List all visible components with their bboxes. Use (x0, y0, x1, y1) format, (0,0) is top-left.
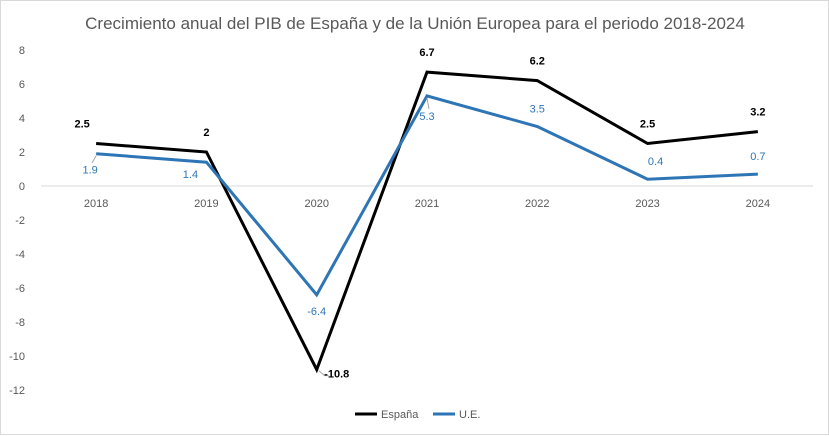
data-label-ue: 3.5 (530, 104, 545, 116)
y-tick-label: 0 (19, 181, 25, 193)
series-line-espana (96, 70, 759, 374)
leader-line (426, 97, 430, 109)
y-tick-label: -2 (15, 215, 25, 227)
y-tick-label: 2 (19, 147, 25, 159)
data-label-ue: 0.7 (750, 151, 765, 163)
x-tick-label: 2020 (304, 198, 328, 210)
data-label-espana: 3.2 (750, 107, 765, 119)
data-labels: 2.5 2 -10.8 6.7 6.2 2.5 3.2 1.9 1.4 -6.4 5.3 3.5 0.4… (74, 47, 765, 381)
data-label-ue: -6.4 (307, 306, 326, 318)
x-axis-ticks: 2018 2019 2020 2021 2022 2023 2024 (84, 198, 770, 210)
y-axis-ticks: 8 6 4 2 0 -2 -4 -6 -8 -10 -12 (9, 45, 25, 397)
x-tick-label: 2019 (194, 198, 218, 210)
data-label-ue: 0.4 (648, 156, 663, 168)
data-label-ue: 1.9 (82, 165, 97, 177)
legend-label: U.E. (459, 409, 480, 421)
y-tick-label: 8 (19, 45, 25, 57)
data-label-espana: 6.7 (419, 47, 434, 59)
y-tick-label: -4 (15, 249, 25, 261)
y-tick-label: -6 (15, 283, 25, 295)
x-tick-label: 2023 (635, 198, 659, 210)
x-tick-label: 2022 (525, 198, 549, 210)
y-tick-label: -8 (15, 317, 25, 329)
data-label-ue: 5.3 (419, 111, 434, 123)
x-tick-label: 2018 (84, 198, 108, 210)
leader-line (91, 155, 97, 163)
chart-title: Crecimiento anual del PIB de España y de… (85, 14, 745, 33)
y-tick-label: 4 (19, 113, 25, 125)
data-label-espana: 2 (203, 127, 209, 139)
y-tick-label: 6 (19, 79, 25, 91)
legend-label: España (381, 409, 419, 421)
x-tick-label: 2024 (746, 198, 770, 210)
x-tick-label: 2021 (415, 198, 439, 210)
data-label-espana: 2.5 (74, 119, 89, 131)
data-label-espana: 2.5 (640, 119, 655, 131)
data-label-leaders (91, 97, 430, 377)
y-tick-label: -12 (9, 385, 25, 397)
series-lines (96, 70, 759, 374)
y-tick-label: -10 (9, 351, 25, 363)
legend: España U.E. (355, 409, 480, 421)
data-label-espana: -10.8 (324, 369, 349, 381)
data-label-ue: 1.4 (183, 169, 198, 181)
data-label-espana: 6.2 (530, 56, 545, 68)
series-line-ue (96, 94, 758, 298)
leader-line (318, 370, 329, 377)
